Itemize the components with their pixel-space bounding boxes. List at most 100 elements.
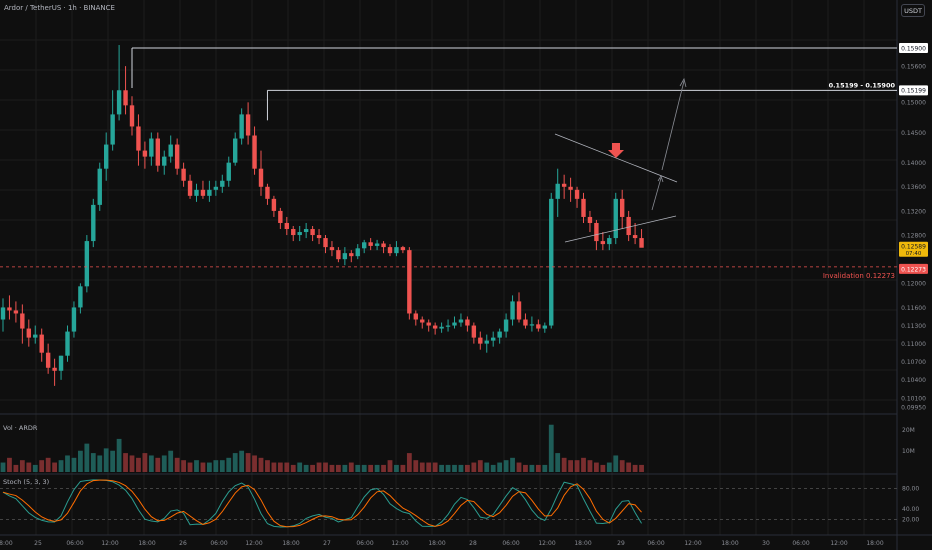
price-axis[interactable]: 0.15900 0.15600 0.15199 0.15000 0.14500 0.140… <box>899 43 928 524</box>
candle-body <box>458 319 464 323</box>
candle-body <box>510 301 515 320</box>
volume-bar <box>194 460 199 472</box>
candle-body <box>174 144 180 169</box>
candle-body <box>368 242 373 246</box>
price-axis-label: 0.14000 <box>901 160 926 167</box>
candle-body <box>529 324 535 326</box>
volume-bar <box>484 462 490 472</box>
time-axis[interactable]: 18:00 25 06:00 12:00 18:00 26 06:00 12:00 18:00 2… <box>0 540 884 547</box>
volume-bar <box>110 450 116 472</box>
candle-body <box>116 90 122 115</box>
time-axis-label: 12:00 <box>101 540 118 547</box>
candle-body <box>7 307 12 311</box>
candle-body <box>84 241 90 287</box>
last-price-tag[interactable] <box>899 241 928 257</box>
candle-body <box>303 229 309 233</box>
volume-panel-label: Vol · ARDR <box>3 424 38 432</box>
candle-body <box>310 229 315 236</box>
volume-bar <box>548 424 554 472</box>
candle-body <box>265 186 270 199</box>
currency-button[interactable]: USDT <box>901 4 925 17</box>
invalidation-label[interactable]: Invalidation 0.12273 <box>823 272 895 280</box>
target-arrow-head <box>679 77 687 88</box>
price-tag-level <box>899 85 928 96</box>
volume-bar <box>323 462 328 472</box>
candle-body <box>561 183 567 187</box>
volume-bar <box>581 457 586 472</box>
candle-body <box>291 229 296 236</box>
volume-bar <box>271 462 277 472</box>
candle-body <box>278 210 283 223</box>
volume-axis-label: 20M <box>902 427 915 434</box>
range-label[interactable]: 0.15199 - 0.15900 <box>829 81 896 89</box>
candle-body <box>432 325 438 329</box>
stochastic-lines <box>0 479 897 528</box>
volume-bar <box>39 460 45 472</box>
candle-body <box>439 326 444 329</box>
candle-body <box>568 186 573 190</box>
price-axis-label: 0.10400 <box>901 377 926 384</box>
volume-bar <box>297 462 303 472</box>
volume-bar <box>432 462 438 472</box>
candle-body <box>613 198 618 239</box>
candle-body <box>142 150 148 157</box>
candle-body <box>349 253 354 257</box>
candle-body <box>549 198 554 326</box>
volume-bar <box>542 464 548 472</box>
candle-body <box>181 168 186 181</box>
volume-bar <box>606 462 612 472</box>
candle-body <box>65 331 70 356</box>
volume-bar <box>239 450 245 472</box>
breakout-arrow-head <box>657 175 664 183</box>
volume-bar <box>200 462 206 472</box>
volume-bar <box>142 453 148 472</box>
candle-body <box>484 340 489 344</box>
candle-body <box>271 198 277 211</box>
candle-body <box>194 189 199 196</box>
breakout-arrow[interactable] <box>651 177 662 211</box>
candle-body <box>607 238 612 245</box>
symbol-title[interactable]: Ardor / TetherUS · 1h · BINANCE <box>4 4 115 12</box>
drawings[interactable]: 0.15199 - 0.15900 Invalidation 0.12273 <box>0 47 897 280</box>
invalidation-price-tag[interactable] <box>899 263 928 274</box>
candle-body <box>626 216 631 236</box>
volume-bar <box>632 464 638 472</box>
volume-bar <box>439 464 444 472</box>
volume-bar <box>310 464 315 472</box>
volume-bar <box>71 457 77 472</box>
triangle-lower[interactable] <box>564 215 677 243</box>
time-axis-label: 12:00 <box>684 540 701 547</box>
candle-body <box>542 325 547 329</box>
volume-bar <box>7 457 12 472</box>
target-arrow[interactable] <box>661 80 685 171</box>
volume-bar <box>381 464 386 472</box>
time-axis-label: 18:00 <box>138 540 155 547</box>
candle-body <box>413 313 418 320</box>
volume-bar <box>232 453 238 472</box>
candle-body <box>33 334 38 338</box>
volume-bar <box>626 462 632 472</box>
volume-bar <box>336 464 341 472</box>
volume-bar <box>65 455 70 472</box>
price-tag-level-text: 0.15900 <box>901 45 926 52</box>
candle-body <box>503 319 509 332</box>
candle-body <box>233 138 238 163</box>
candle-body <box>465 319 470 326</box>
volume-bar <box>523 464 528 472</box>
volume-bar <box>355 464 361 472</box>
time-axis-label: 18:00 <box>721 540 738 547</box>
candle-body <box>536 324 541 329</box>
volume-bar <box>497 462 503 472</box>
candle-body <box>594 222 599 242</box>
volume-bar <box>187 462 193 472</box>
volume-bar <box>258 457 264 472</box>
volume-bar <box>277 462 283 472</box>
volume-bar <box>136 457 141 472</box>
volume-bars <box>0 424 644 472</box>
time-axis-label: 12:00 <box>538 540 555 547</box>
time-axis-label: 18:00 <box>428 540 445 547</box>
candle-body <box>220 180 225 187</box>
